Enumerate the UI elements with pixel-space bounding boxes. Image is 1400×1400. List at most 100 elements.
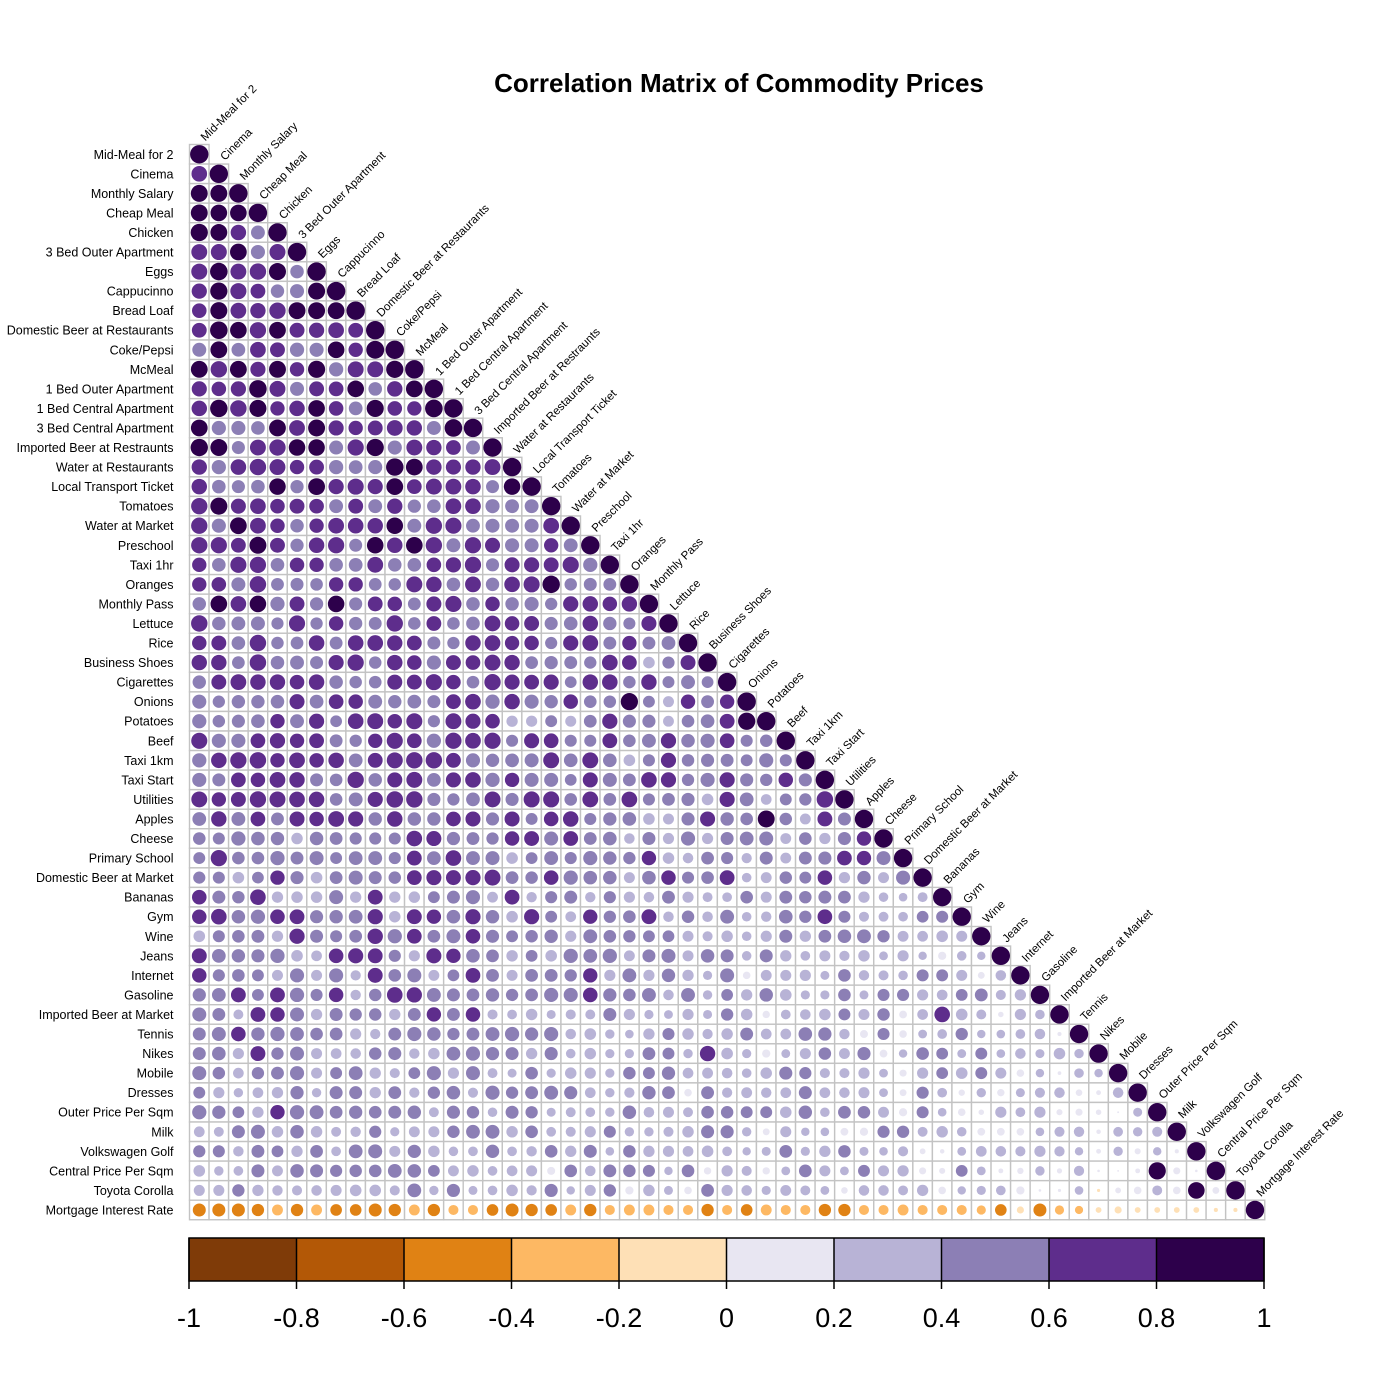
correlation-circle [427, 891, 440, 904]
correlation-circle [368, 578, 382, 591]
row-label: McMeal [130, 363, 174, 377]
correlation-circle [270, 558, 285, 572]
correlation-circle [347, 517, 364, 534]
correlation-circle [584, 1047, 597, 1060]
correlation-circle [406, 752, 423, 769]
correlation-circle [504, 635, 520, 651]
correlation-circle [367, 596, 383, 612]
correlation-circle [426, 733, 441, 748]
correlation-circle [779, 871, 793, 884]
correlation-circle [426, 909, 442, 924]
correlation-circle [858, 891, 870, 903]
correlation-circle [212, 479, 226, 494]
correlation-circle [311, 969, 323, 981]
correlation-circle [289, 752, 305, 769]
correlation-circle [818, 1203, 832, 1217]
column-label: Outer Price Per Sqm [1157, 1018, 1241, 1102]
correlation-circle [484, 791, 501, 808]
correlation-circle [524, 1027, 539, 1041]
correlation-circle [193, 1145, 206, 1158]
correlation-circle [288, 302, 306, 320]
correlation-circle [231, 1026, 246, 1042]
correlation-circle [976, 1205, 986, 1215]
correlation-circle [485, 929, 500, 943]
correlation-circle [759, 851, 773, 865]
correlation-circle [289, 557, 305, 573]
correlation-circle [447, 1125, 460, 1139]
correlation-circle [466, 832, 480, 845]
correlation-circle [583, 832, 597, 845]
correlation-circle [741, 1127, 752, 1137]
correlation-circle [977, 1029, 986, 1039]
correlation-circle [485, 499, 500, 514]
correlation-circle [956, 1127, 967, 1137]
correlation-circle [232, 1047, 244, 1060]
correlation-circle [779, 1144, 793, 1158]
correlation-circle [406, 870, 422, 885]
correlation-circle [779, 989, 792, 1001]
correlation-circle [465, 693, 481, 710]
correlation-circle [760, 930, 772, 942]
correlation-circle [309, 342, 324, 357]
correlation-circle [1057, 1188, 1062, 1193]
correlation-circle [268, 223, 287, 242]
correlation-circle [231, 440, 245, 455]
correlation-circle [193, 1086, 206, 1099]
correlation-circle [620, 575, 639, 594]
correlation-circle [291, 950, 303, 962]
correlation-circle [230, 556, 247, 573]
correlation-circle [349, 616, 363, 631]
correlation-circle [349, 1164, 362, 1178]
correlation-circle [347, 713, 364, 730]
correlation-circle [762, 1010, 770, 1019]
correlation-circle [681, 1164, 695, 1178]
correlation-circle [446, 674, 461, 690]
correlation-circle [526, 1165, 538, 1177]
correlation-circle [1113, 1146, 1123, 1157]
correlation-circle [544, 929, 558, 943]
correlation-circle [406, 713, 423, 730]
correlation-circle [231, 616, 246, 631]
correlation-circle [778, 772, 794, 788]
correlation-circle [290, 714, 304, 729]
correlation-circle [563, 870, 578, 885]
correlation-circle [445, 459, 462, 475]
correlation-circle [368, 694, 383, 709]
row-label: Central Price Per Sqm [49, 1164, 173, 1178]
correlation-circle [544, 1047, 558, 1061]
correlation-circle [898, 1146, 909, 1157]
correlation-circle [740, 812, 753, 826]
correlation-circle [584, 656, 597, 669]
correlation-circle [250, 909, 266, 924]
correlation-circle [446, 538, 461, 553]
correlation-circle [386, 791, 403, 808]
correlation-circle [368, 988, 382, 1002]
correlation-circle [659, 614, 678, 633]
correlation-circle [602, 948, 617, 963]
correlation-circle [878, 1165, 890, 1177]
correlation-circle [918, 951, 927, 961]
correlation-circle [446, 1183, 460, 1197]
correlation-circle [485, 694, 500, 709]
correlation-circle [230, 381, 247, 397]
correlation-circle [584, 1126, 596, 1138]
correlation-circle [701, 793, 714, 806]
correlation-circle [308, 674, 325, 690]
correlation-circle [701, 832, 714, 845]
correlation-circle [1033, 1203, 1047, 1217]
legend-color-band [511, 1238, 620, 1281]
correlation-circle [193, 1184, 205, 1196]
correlation-circle [623, 754, 636, 767]
correlation-circle [995, 1204, 1007, 1216]
correlation-circle [663, 715, 674, 727]
correlation-circle [348, 694, 363, 709]
correlation-circle [270, 498, 285, 514]
row-label: Monthly Salary [91, 187, 174, 201]
row-label: Rice [148, 637, 173, 651]
correlation-circle [682, 852, 694, 864]
correlation-circle [444, 399, 463, 418]
correlation-circle [780, 1028, 792, 1040]
correlation-circle [328, 322, 344, 339]
correlation-circle [272, 1204, 283, 1216]
correlation-circle [386, 615, 403, 632]
